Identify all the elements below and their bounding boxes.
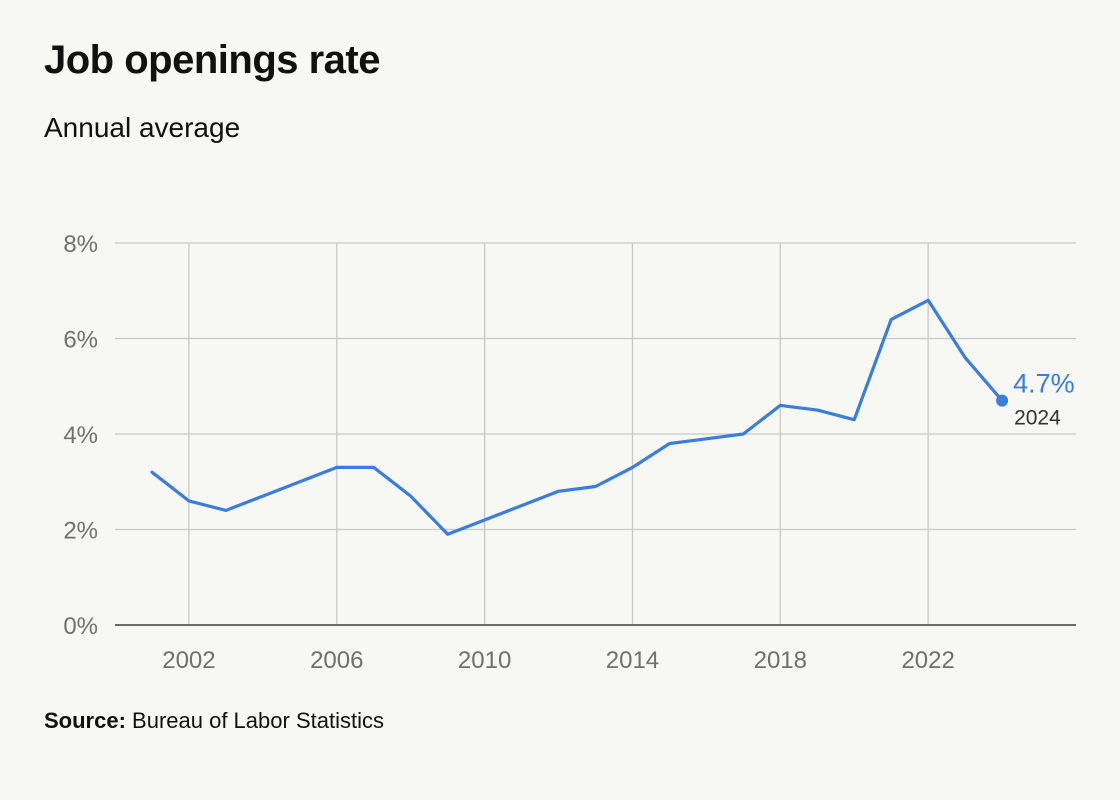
y-tick-label: 0% xyxy=(63,613,98,640)
x-tick-label: 2006 xyxy=(310,647,363,674)
x-tick-label: 2002 xyxy=(162,647,215,674)
series xyxy=(150,298,1004,536)
end-value-label: 4.7% xyxy=(1013,369,1075,399)
chart-subtitle: Annual average xyxy=(44,112,241,143)
y-tick-label: 6% xyxy=(63,327,98,354)
x-tick-label: 2014 xyxy=(606,647,659,674)
y-tick-label: 2% xyxy=(63,518,98,545)
end-annotation: 4.7% 2024 xyxy=(996,369,1075,430)
end-point-marker xyxy=(996,394,1009,407)
end-year-label: 2024 xyxy=(1014,407,1061,430)
tick-labels: 0% 2% 4% 6% 8% 2002 2006 2010 2014 2018 2022 xyxy=(63,231,955,674)
grid-lines xyxy=(115,242,1076,625)
series-line xyxy=(150,298,1004,536)
x-tick-label: 2018 xyxy=(754,647,807,674)
x-tick-label: 2022 xyxy=(901,647,954,674)
source-note: Source: Bureau of Labor Statistics xyxy=(44,708,384,734)
source-text: Bureau of Labor Statistics xyxy=(132,708,384,733)
source-label: Source: xyxy=(44,708,126,733)
y-tick-label: 8% xyxy=(63,231,98,258)
chart-title: Job openings rate xyxy=(44,38,381,82)
y-tick-label: 4% xyxy=(63,422,98,449)
x-tick-label: 2010 xyxy=(458,647,511,674)
